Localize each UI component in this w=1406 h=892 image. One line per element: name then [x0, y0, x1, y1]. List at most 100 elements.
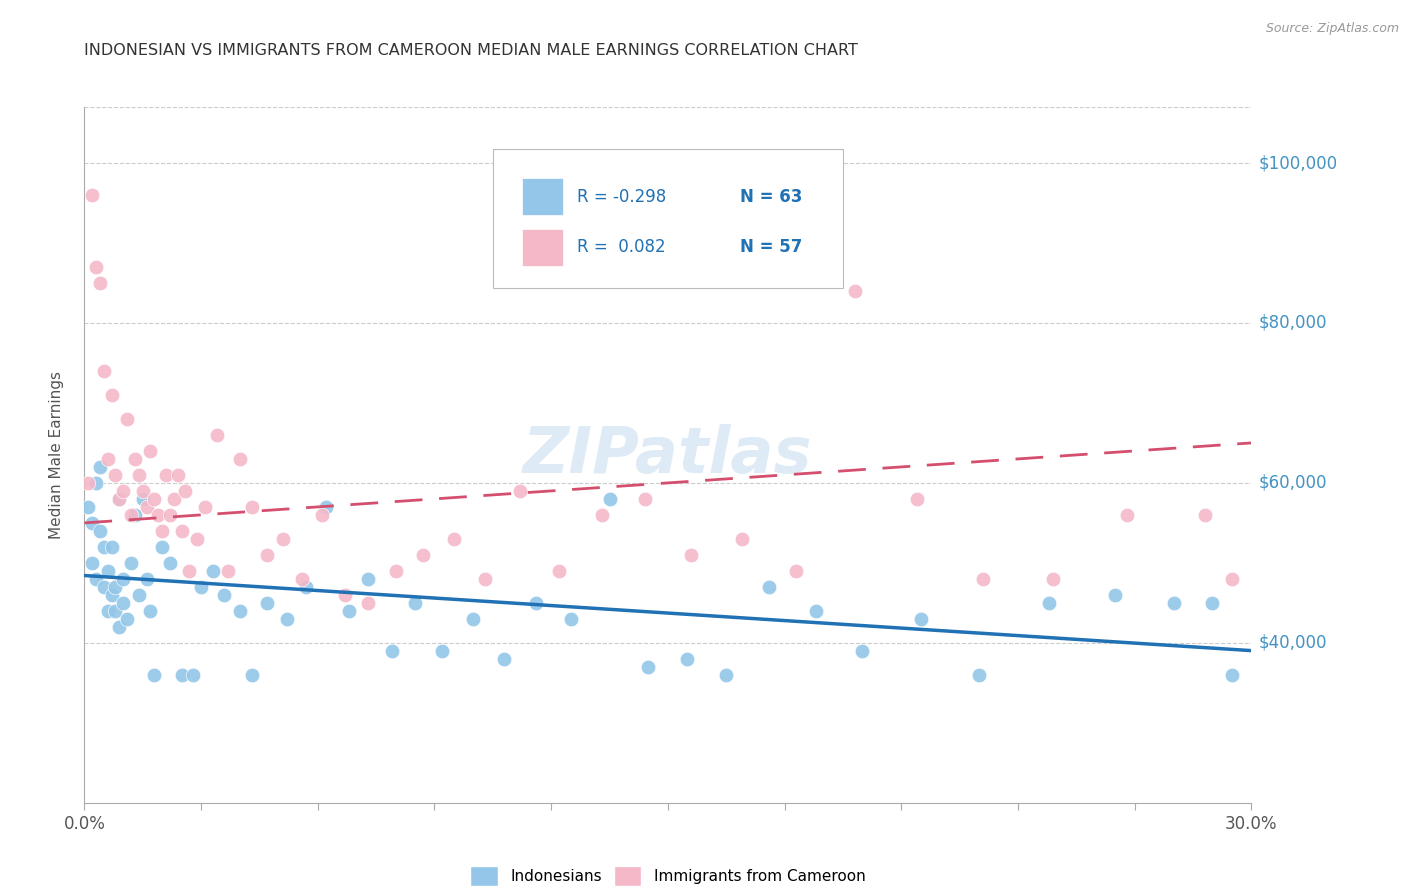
- Point: [100, 388, 122, 402]
- Point: [217, 564, 239, 578]
- Point: [311, 508, 333, 522]
- Point: [128, 467, 150, 482]
- Point: [159, 556, 181, 570]
- Point: [1220, 572, 1243, 586]
- Point: [591, 508, 613, 522]
- Point: [112, 572, 135, 586]
- Point: [108, 620, 131, 634]
- Point: [139, 444, 162, 458]
- Point: [100, 588, 122, 602]
- Point: [524, 596, 547, 610]
- Point: [84, 572, 107, 586]
- Point: [256, 548, 278, 562]
- Point: [89, 276, 111, 290]
- Point: [785, 564, 807, 578]
- Point: [240, 500, 263, 514]
- Point: [124, 451, 146, 466]
- Point: [205, 428, 228, 442]
- Point: [1220, 668, 1243, 682]
- Point: [135, 572, 157, 586]
- Point: [77, 475, 100, 490]
- Point: [89, 524, 111, 538]
- Point: [115, 412, 138, 426]
- Point: [201, 564, 224, 578]
- Point: [905, 491, 928, 506]
- Point: [143, 491, 166, 506]
- Point: [758, 580, 780, 594]
- Point: [910, 612, 932, 626]
- Point: [315, 500, 337, 514]
- Point: [240, 668, 263, 682]
- Point: [295, 580, 318, 594]
- Point: [112, 596, 135, 610]
- Point: [676, 652, 699, 666]
- Point: [443, 532, 465, 546]
- Point: [404, 596, 426, 610]
- Point: [120, 556, 142, 570]
- Text: R = -0.298: R = -0.298: [576, 187, 666, 206]
- Point: [1038, 596, 1060, 610]
- Point: [143, 668, 166, 682]
- Point: [120, 508, 142, 522]
- Point: [82, 516, 104, 530]
- Point: [84, 260, 107, 274]
- Point: [93, 364, 115, 378]
- Point: [381, 644, 404, 658]
- Point: [97, 451, 120, 466]
- Point: [804, 604, 827, 618]
- Text: $60,000: $60,000: [1258, 474, 1327, 491]
- Point: [100, 540, 122, 554]
- Point: [357, 572, 380, 586]
- Point: [97, 564, 120, 578]
- Point: [181, 668, 204, 682]
- Text: $80,000: $80,000: [1258, 314, 1327, 332]
- Point: [82, 188, 104, 202]
- Text: N = 57: N = 57: [740, 238, 801, 256]
- Point: [967, 668, 990, 682]
- Point: [1201, 596, 1223, 610]
- Point: [132, 491, 155, 506]
- Point: [560, 612, 582, 626]
- Point: [170, 668, 193, 682]
- Point: [337, 604, 360, 618]
- Point: [170, 524, 193, 538]
- Point: [115, 612, 138, 626]
- Point: [333, 588, 356, 602]
- Point: [1104, 588, 1126, 602]
- Point: [186, 532, 208, 546]
- Bar: [522, 178, 562, 215]
- Point: [548, 564, 571, 578]
- Text: $100,000: $100,000: [1258, 154, 1337, 172]
- Point: [104, 467, 127, 482]
- Point: [155, 467, 177, 482]
- Point: [104, 604, 127, 618]
- Point: [194, 500, 217, 514]
- Point: [1042, 572, 1064, 586]
- Point: [276, 612, 298, 626]
- Point: [93, 540, 115, 554]
- Point: [166, 467, 188, 482]
- Point: [271, 532, 294, 546]
- Point: [128, 588, 150, 602]
- Point: [1194, 508, 1216, 522]
- Point: [463, 612, 485, 626]
- Point: [150, 540, 173, 554]
- Point: [256, 596, 278, 610]
- Point: [357, 596, 380, 610]
- Point: [412, 548, 434, 562]
- Point: [132, 483, 155, 498]
- Point: [494, 652, 516, 666]
- Point: [214, 588, 236, 602]
- Point: [93, 580, 115, 594]
- Text: $40,000: $40,000: [1258, 634, 1327, 652]
- Point: [84, 475, 107, 490]
- Point: [681, 548, 703, 562]
- Point: [139, 604, 162, 618]
- Point: [731, 532, 754, 546]
- Point: [77, 500, 100, 514]
- Point: [112, 483, 135, 498]
- Text: R =  0.082: R = 0.082: [576, 238, 665, 256]
- Point: [509, 483, 531, 498]
- Point: [97, 604, 120, 618]
- Text: ZIPatlas: ZIPatlas: [523, 424, 813, 486]
